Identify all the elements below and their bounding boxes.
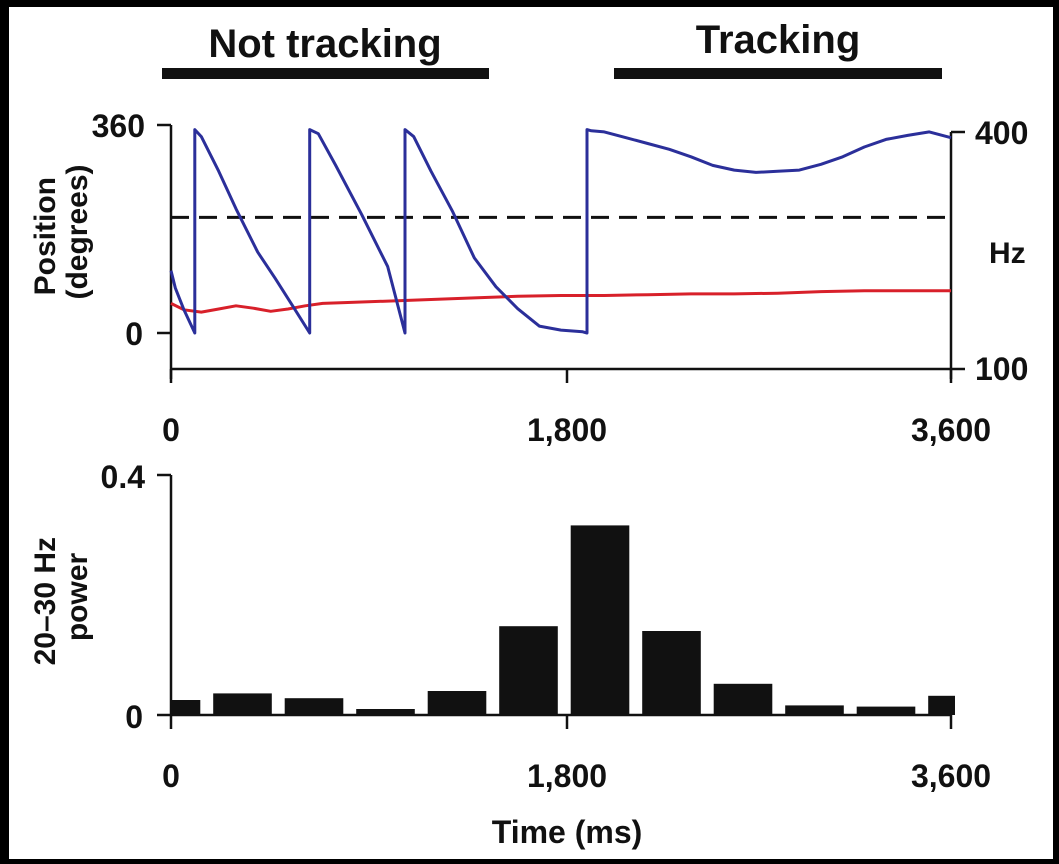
segment-label-tracking: Tracking: [696, 18, 861, 62]
bar-4: [427, 691, 487, 715]
bar-5: [499, 626, 558, 715]
top-x-tick-label-3600: 3,600: [911, 412, 991, 448]
bottom-y-axis-title-line2: power: [61, 553, 94, 642]
bar-group: [172, 525, 955, 715]
top-left-tick-label-0: 0: [125, 316, 143, 352]
bottom-y-tick-label-0: 0: [125, 699, 143, 735]
top-left-tick-label-360: 360: [92, 108, 145, 144]
figure-svg: Not tracking Tracking 360 0 400 100 Hz 0…: [29, 18, 1028, 850]
bar-1: [213, 693, 272, 715]
position-line: [169, 128, 952, 335]
bottom-y-axis-title: 20–30 Hz power: [29, 529, 94, 666]
bar-9: [785, 705, 844, 715]
figure-panel: Not tracking Tracking 360 0 400 100 Hz 0…: [9, 7, 1053, 859]
bottom-y-axis-title-line1: 20–30 Hz: [29, 537, 62, 665]
bar-10: [856, 706, 916, 715]
top-x-tick-label-0: 0: [162, 412, 180, 448]
bottom-y-tick-label-04: 0.4: [101, 459, 146, 495]
bottom-x-tick-label-1800: 1,800: [527, 758, 607, 794]
top-left-axis-title: Position (degrees): [29, 164, 94, 299]
not-tracking-bar: [162, 68, 489, 79]
bar-6: [570, 525, 630, 715]
bar-2: [284, 698, 344, 715]
bar-11: [928, 695, 955, 715]
frequency-line: [170, 289, 951, 314]
bar-0: [172, 700, 201, 715]
segment-label-not-tracking: Not tracking: [208, 22, 441, 66]
top-left-axis-title-line2: (degrees): [61, 164, 94, 299]
top-x-tick-label-1800: 1,800: [527, 412, 607, 448]
bottom-x-tick-label-3600: 3,600: [911, 758, 991, 794]
bar-7: [642, 631, 701, 715]
bottom-x-tick-label-0: 0: [162, 758, 180, 794]
top-right-axis-label: Hz: [989, 237, 1026, 270]
top-left-axis-title-line1: Position: [29, 177, 62, 295]
bottom-x-axis-title: Time (ms): [492, 814, 643, 850]
top-right-tick-label-400: 400: [975, 115, 1028, 151]
tracking-bar: [614, 68, 942, 79]
top-right-tick-label-100: 100: [975, 351, 1028, 387]
bar-8: [713, 683, 773, 715]
bar-3: [356, 709, 415, 715]
